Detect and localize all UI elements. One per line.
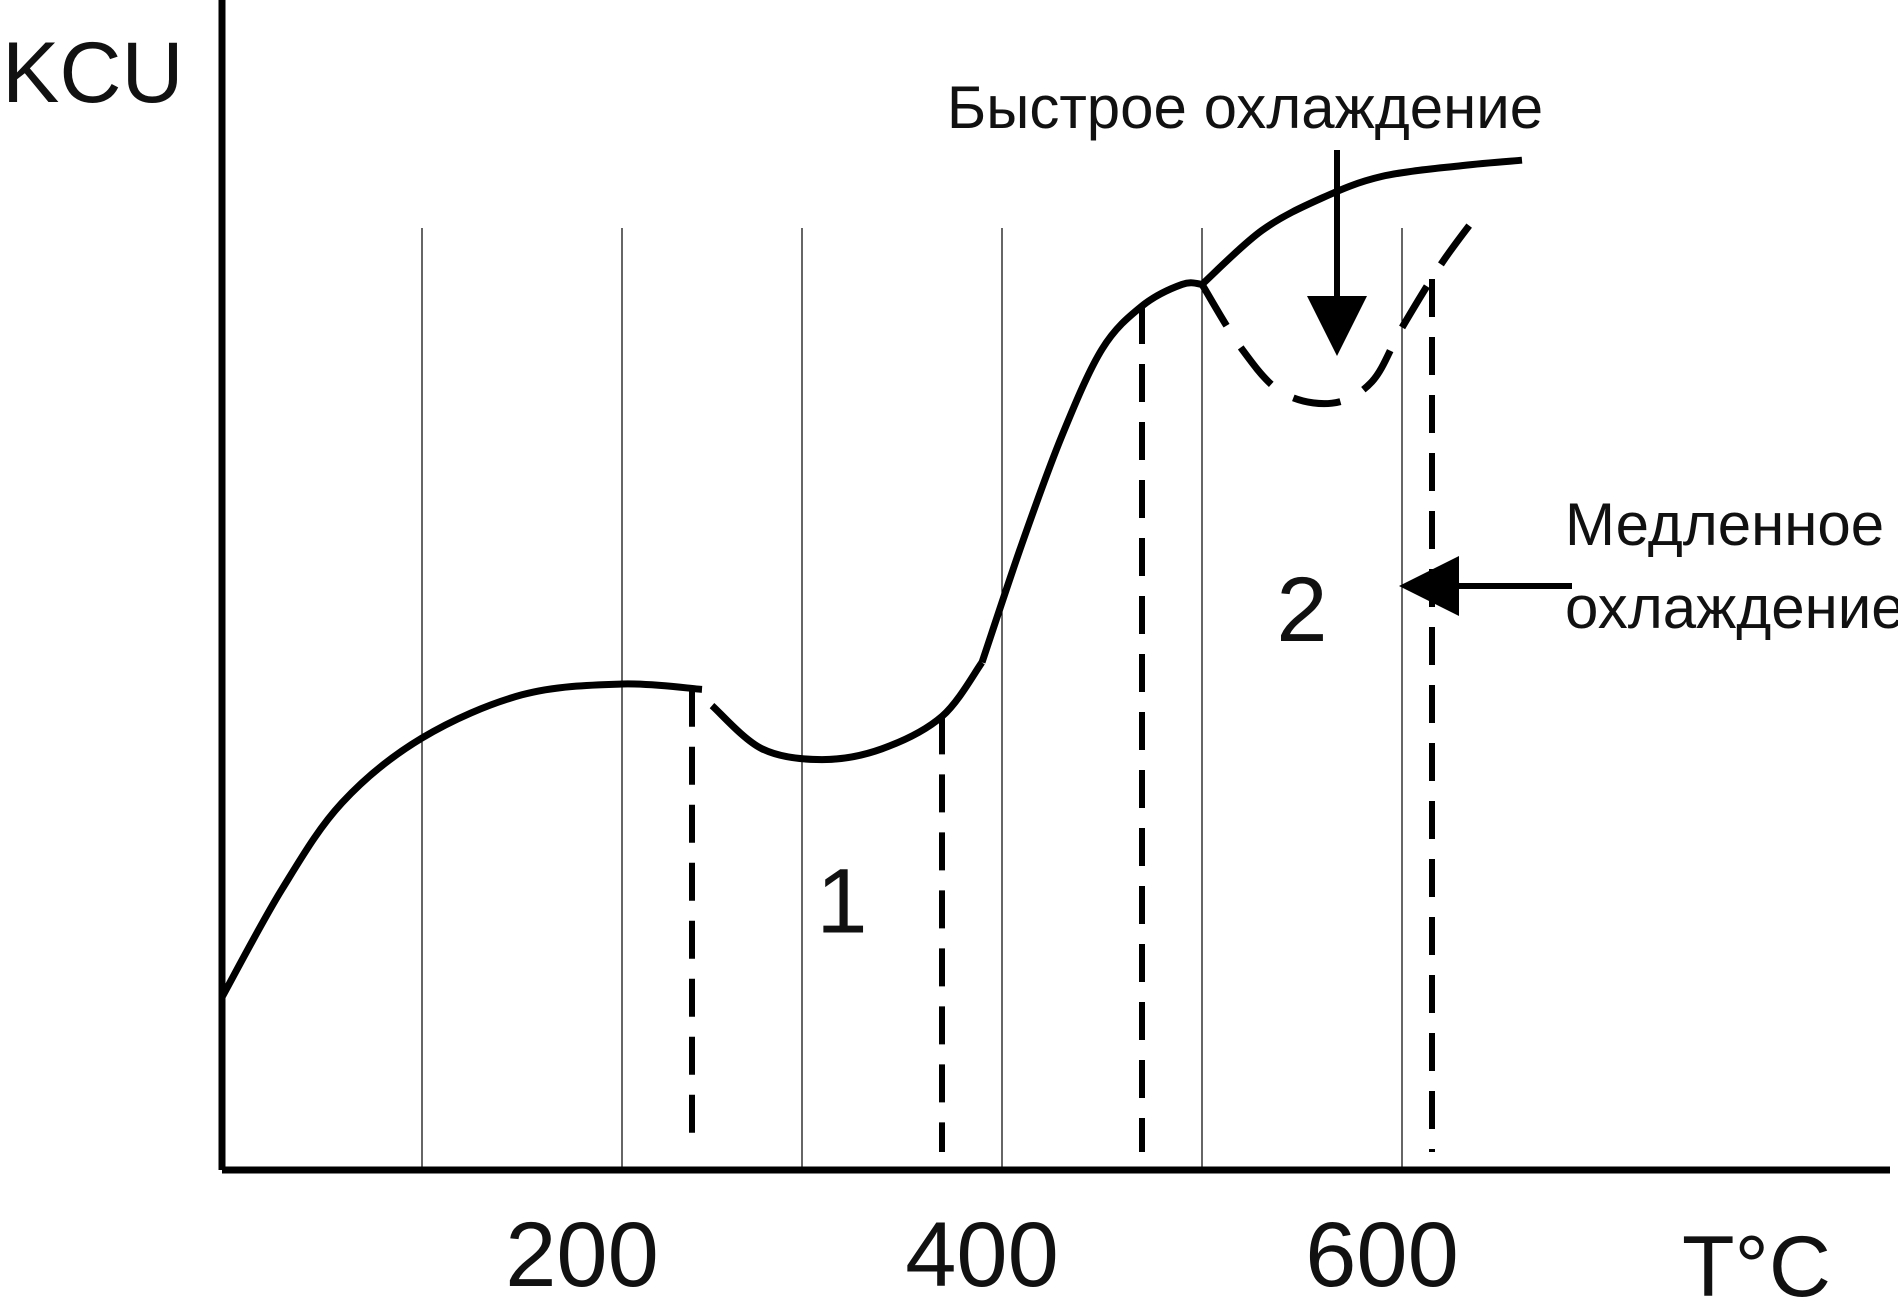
annotation-fast-cooling: Быстрое охлаждение [947, 74, 1543, 141]
series-line-3 [1199, 156, 1523, 288]
x-tick-label-1: 400 [905, 1204, 1059, 1306]
region-boundaries [689, 279, 1435, 1152]
x-tick-label-2: 600 [1305, 1204, 1459, 1306]
x-tick-label-0: 200 [505, 1204, 659, 1306]
region-label-2: 2 [1276, 559, 1327, 661]
region-labels: 12 [816, 559, 1327, 953]
series-line-1 [709, 660, 985, 764]
region-label-1: 1 [816, 850, 867, 952]
annotation-slow-cooling-line1: Медленное [1565, 491, 1884, 558]
series-line-2 [978, 279, 1203, 664]
grid-lines [421, 228, 1403, 1170]
y-axis-label: KCU [2, 25, 184, 121]
x-tick-labels: 200 400 600 [505, 1204, 1459, 1306]
x-axis-label: T°C [1682, 1219, 1831, 1306]
series-line-4 [1199, 206, 1485, 408]
series-group [218, 156, 1523, 999]
annotation-slow-cooling-line2: охлаждение [1565, 574, 1898, 641]
series-line-0 [218, 680, 703, 999]
